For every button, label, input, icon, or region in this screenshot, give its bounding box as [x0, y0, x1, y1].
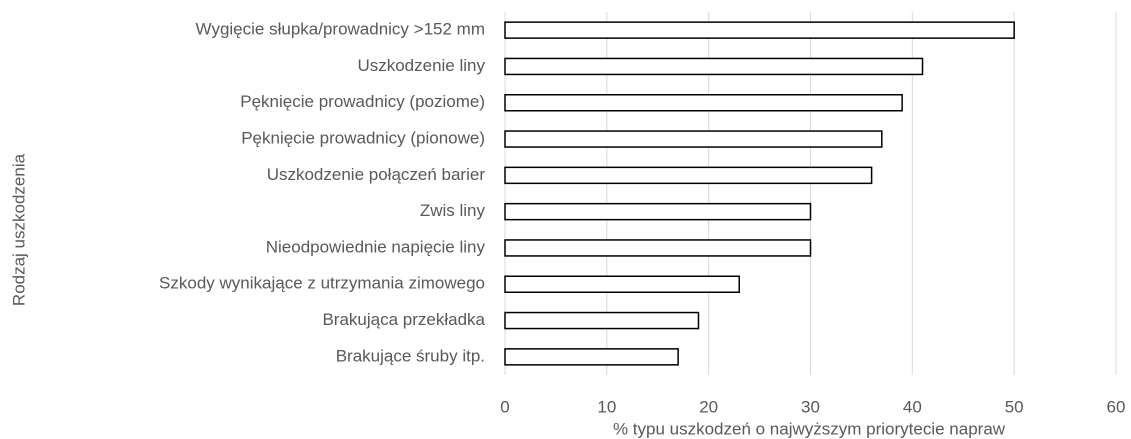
y-tick-label: Szkody wynikające z utrzymania zimowego	[159, 274, 485, 293]
bar	[504, 94, 903, 112]
bar	[504, 202, 812, 221]
y-tick-label: Zwis liny	[420, 201, 486, 220]
bar	[504, 166, 873, 185]
y-tick-label: Brakująca przekładka	[322, 310, 485, 329]
bar	[504, 275, 740, 293]
y-tick-label: Pęknięcie prowadnicy (pionowe)	[241, 129, 485, 148]
x-axis-title: % typu uszkodzeń o najwyższym prioryteci…	[613, 419, 1006, 438]
bar	[504, 348, 679, 366]
bar	[504, 311, 700, 330]
y-tick-label: Brakujące śruby itp.	[336, 346, 485, 365]
y-tick-label: Uszkodzenie połączeń barier	[267, 165, 486, 184]
bar	[504, 130, 883, 148]
x-tick-label: 10	[597, 397, 616, 416]
y-tick-label: Pęknięcie prowadnicy (poziome)	[240, 92, 485, 111]
x-tick-label: 60	[1107, 397, 1126, 416]
x-tick-label: 50	[1005, 397, 1024, 416]
y-tick-label: Nieodpowiednie napięcie liny	[266, 237, 486, 256]
bar	[504, 239, 812, 257]
y-tick-label: Wygięcie słupka/prowadnicy >152 mm	[196, 20, 485, 39]
x-tick-label: 40	[903, 397, 922, 416]
x-tick-label: 0	[500, 397, 509, 416]
y-tick-label: Uszkodzenie liny	[357, 56, 485, 75]
x-tick-label: 20	[699, 397, 718, 416]
bar	[504, 57, 924, 76]
bar	[504, 21, 1015, 39]
y-axis-title: Rodzaj uszkodzenia	[9, 153, 28, 306]
x-tick-label: 30	[801, 397, 820, 416]
